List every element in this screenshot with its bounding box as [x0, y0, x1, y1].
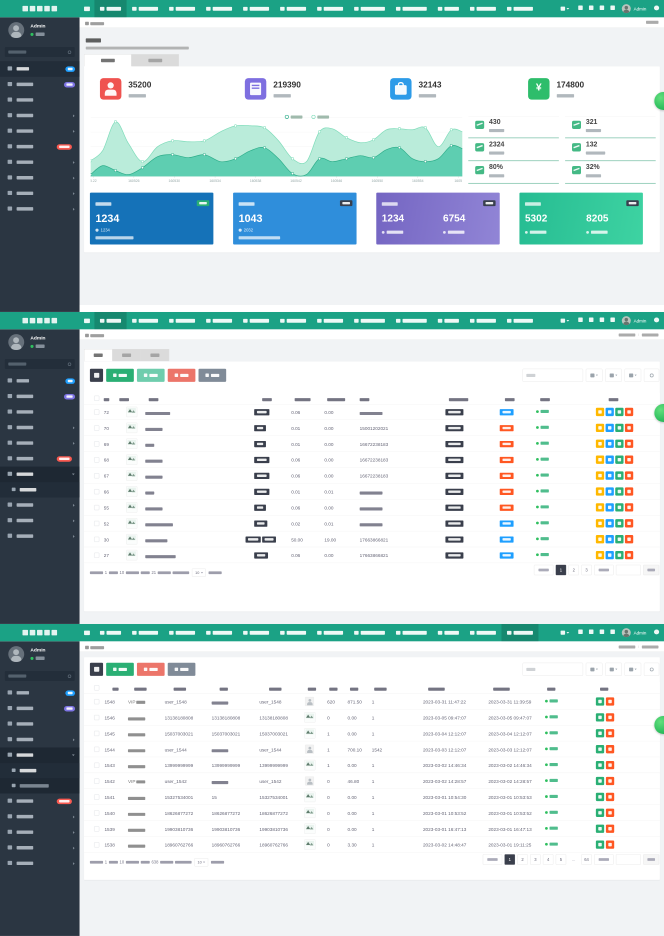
svg-text:1605: 1605: [454, 179, 462, 183]
svg-text:160534: 160534: [209, 179, 221, 183]
svg-text:160554: 160554: [412, 179, 424, 183]
svg-text:160542: 160542: [290, 179, 302, 183]
svg-text:160546: 160546: [331, 179, 343, 183]
svg-text:5.22: 5.22: [91, 179, 97, 183]
svg-text:160550: 160550: [372, 179, 384, 183]
svg-text:160530: 160530: [169, 179, 181, 183]
svg-text:160526: 160526: [128, 179, 140, 183]
svg-text:160538: 160538: [250, 179, 262, 183]
